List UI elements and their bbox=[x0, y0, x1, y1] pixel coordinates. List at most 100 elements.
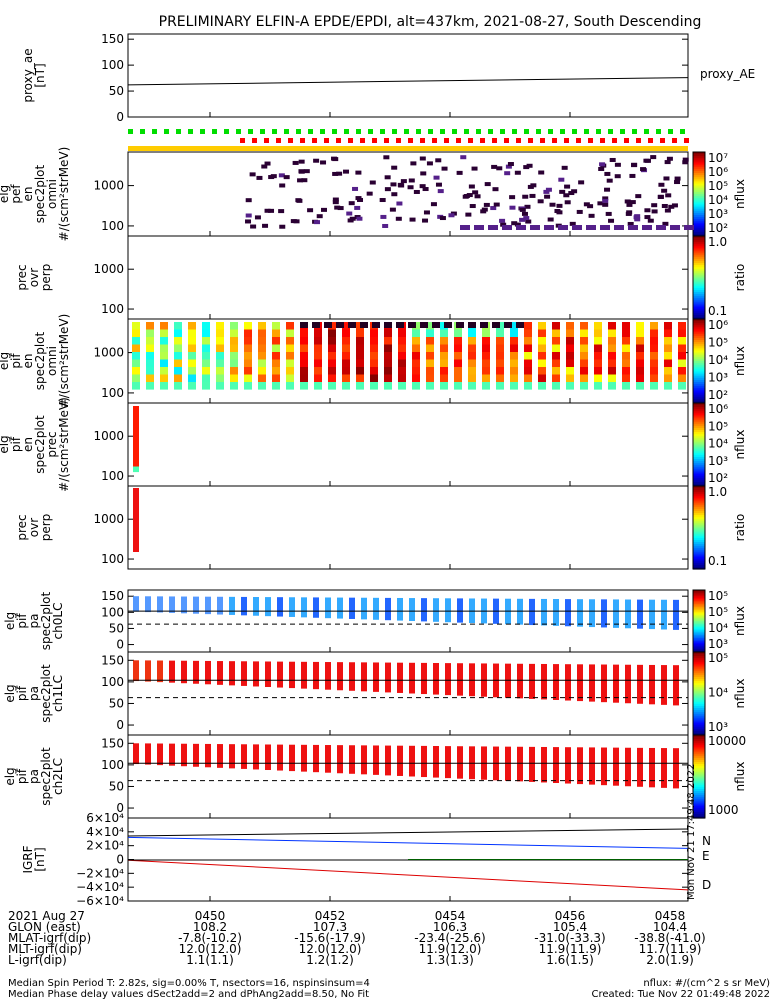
colorbar-label: nflux bbox=[733, 346, 747, 376]
pa1-colorbar-seg bbox=[693, 714, 705, 717]
pif-colorbar-seg bbox=[693, 319, 705, 322]
colorbar-tick-label: 10⁴ bbox=[708, 437, 728, 451]
pa2-colorbar-seg bbox=[693, 797, 705, 800]
spectrogram-cell bbox=[572, 225, 582, 230]
pif_prec-colorbar-seg bbox=[693, 417, 705, 421]
spectrogram-cell bbox=[272, 359, 280, 368]
pa-column bbox=[349, 662, 355, 691]
spectrogram-cell bbox=[320, 207, 327, 212]
ratio_e-colorbar-seg bbox=[693, 308, 705, 312]
pa-column bbox=[193, 660, 199, 684]
pa-column bbox=[301, 744, 307, 772]
pa-column bbox=[457, 598, 463, 623]
ratio_i-colorbar-seg bbox=[693, 548, 705, 551]
spectrogram-cell bbox=[488, 225, 498, 230]
pif-colorbar-seg bbox=[693, 379, 705, 383]
pa1-colorbar-seg bbox=[693, 705, 705, 709]
pa1-colorbar-seg bbox=[693, 703, 705, 707]
spectrogram-cell bbox=[456, 170, 463, 175]
spectrogram-cell bbox=[133, 488, 139, 552]
spectrogram-cell bbox=[664, 374, 672, 383]
spectrogram-cell bbox=[133, 461, 139, 467]
spectrogram-cell bbox=[419, 184, 426, 189]
pif_prec-colorbar-seg bbox=[693, 479, 705, 483]
spectrogram-cell bbox=[482, 329, 490, 338]
spectrogram-cell bbox=[133, 428, 139, 434]
spectrogram-cell bbox=[384, 175, 391, 180]
ratio_e-colorbar-seg bbox=[693, 292, 705, 295]
pif-colorbar-seg bbox=[693, 321, 705, 324]
spectrogram-cell bbox=[420, 322, 428, 328]
pa-column bbox=[169, 596, 175, 613]
spectrogram-cell bbox=[519, 207, 526, 212]
y-tick-label: 0 bbox=[116, 110, 124, 124]
pif_prec-colorbar-seg bbox=[693, 477, 705, 481]
flag-dot bbox=[440, 129, 445, 134]
footer-value: -31.0(-33.3) bbox=[534, 931, 605, 945]
colorbar-tick-label: 10⁶ bbox=[708, 165, 728, 179]
pa2-colorbar-seg bbox=[693, 784, 705, 788]
flag-dot bbox=[176, 129, 181, 134]
spectrogram-cell bbox=[409, 217, 416, 222]
spectrogram-cell bbox=[661, 203, 668, 208]
ratio_i-colorbar-seg bbox=[693, 500, 705, 504]
spectrogram-cell bbox=[254, 215, 261, 220]
pif-colorbar-seg bbox=[693, 344, 705, 347]
spectrogram-cell bbox=[349, 216, 356, 221]
spectrogram-cell bbox=[682, 157, 689, 162]
spectrogram-cell bbox=[538, 322, 546, 330]
pif-colorbar-seg bbox=[693, 400, 705, 404]
spectrogram-cell bbox=[544, 225, 554, 230]
footer-row-label: MLAT-igrf(dip) bbox=[8, 931, 91, 945]
spectrogram-cell bbox=[440, 337, 448, 345]
legend-E: E bbox=[702, 849, 710, 863]
spectrogram-cell bbox=[202, 329, 210, 338]
colorbar-tick-label: 10⁵ bbox=[708, 419, 728, 433]
spectrogram-cell bbox=[372, 322, 380, 328]
spectrogram-cell bbox=[355, 170, 362, 175]
footer-value: -7.8(-10.2) bbox=[178, 931, 242, 945]
footer-row-label: 2021 Aug 27 bbox=[8, 909, 85, 923]
panel-frame bbox=[127, 235, 689, 320]
pa-column bbox=[277, 661, 283, 688]
flag-dot bbox=[668, 129, 673, 134]
footer-value: 11.9(11.9) bbox=[539, 942, 602, 956]
pa0-colorbar-seg bbox=[693, 642, 705, 645]
pa-column bbox=[349, 745, 355, 774]
pef-colorbar-seg bbox=[693, 223, 705, 227]
spectrogram-cell bbox=[454, 344, 462, 353]
pa2-colorbar-seg bbox=[693, 788, 705, 792]
spectrogram-cell bbox=[640, 167, 647, 172]
spectrogram-cell bbox=[524, 329, 532, 338]
pa-column bbox=[625, 664, 631, 704]
pa2-colorbar-seg bbox=[693, 780, 705, 784]
flag-dot bbox=[128, 129, 133, 134]
spectrogram-cell bbox=[510, 344, 518, 353]
total-field-line bbox=[127, 828, 689, 837]
footer-value: 12.0(12.0) bbox=[179, 942, 242, 956]
pa-column bbox=[313, 661, 319, 690]
flag-dot bbox=[500, 129, 505, 134]
spectrogram-cell bbox=[594, 359, 602, 368]
spectrogram-cell bbox=[398, 359, 406, 368]
spectrogram-cell bbox=[384, 374, 392, 383]
spectrogram-cell bbox=[244, 359, 252, 368]
ratio_e-colorbar-seg bbox=[693, 269, 705, 272]
spectrogram-cell bbox=[594, 337, 602, 345]
spectrogram-cell bbox=[684, 225, 694, 230]
spectrogram-cell bbox=[526, 163, 533, 168]
spectrogram-cell bbox=[664, 329, 672, 338]
spectrogram-cell bbox=[412, 374, 420, 383]
pif_prec-colorbar-seg bbox=[693, 407, 705, 410]
pa1-colorbar-seg bbox=[693, 732, 705, 736]
spectrogram-cell bbox=[398, 367, 406, 375]
pa-column bbox=[505, 746, 511, 781]
y-axis-label: pef bbox=[9, 184, 23, 204]
pif-colorbar-seg bbox=[693, 396, 705, 400]
flag-dot bbox=[492, 138, 497, 143]
ratio_i-colorbar-seg bbox=[693, 535, 705, 539]
spectrogram-cell bbox=[314, 344, 322, 353]
spectrogram-cell bbox=[462, 194, 469, 199]
spectrogram-cell bbox=[348, 322, 356, 328]
